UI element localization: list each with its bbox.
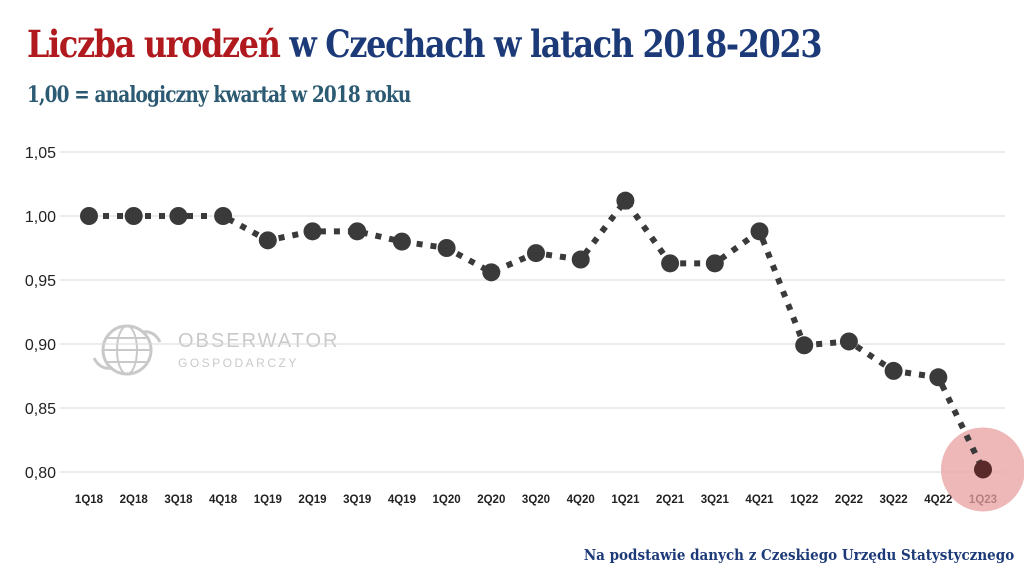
data-point: [705, 254, 724, 273]
data-point: [661, 254, 680, 273]
data-point: [303, 222, 322, 241]
x-tick-label: 1Q21: [611, 494, 640, 506]
x-tick-label: 1Q18: [75, 494, 104, 506]
data-point: [258, 231, 277, 250]
x-tick-label: 1Q22: [790, 494, 818, 506]
data-point: [839, 332, 858, 351]
y-tick-label: 0,95: [25, 273, 56, 290]
source-note: Na podstawie danych z Czeskiego Urzędu S…: [583, 546, 1014, 564]
chart-title: Liczba urodzeń w Czechach w latach 2018-…: [27, 22, 823, 66]
x-tick-label: 3Q18: [164, 494, 193, 506]
data-point: [392, 232, 411, 251]
data-point: [124, 207, 143, 225]
data-point: [929, 368, 948, 387]
data-point: [437, 239, 456, 257]
data-point: [750, 222, 769, 241]
x-tick-label: 4Q19: [388, 494, 416, 506]
globe-icon: [92, 324, 162, 376]
data-point: [884, 361, 903, 380]
chart-subtitle: 1,00 = analogiczny kwartał w 2018 roku: [27, 82, 411, 108]
data-point: [80, 207, 98, 225]
data-point: [527, 244, 545, 263]
data-point: [482, 263, 501, 282]
x-tick-label: 3Q22: [880, 494, 908, 506]
title-red: Liczba urodzeń: [27, 22, 281, 66]
data-point: [795, 336, 814, 355]
x-tick-label: 4Q18: [209, 494, 238, 506]
x-tick-label: 1Q19: [254, 494, 282, 506]
y-tick-label: 0,80: [25, 465, 56, 482]
x-tick-label: 2Q22: [835, 494, 863, 506]
x-tick-label: 3Q21: [701, 494, 730, 506]
watermark-logo: OBSERWATOR GOSPODARCZY: [92, 318, 342, 382]
x-tick-label: 3Q20: [522, 494, 550, 506]
data-point: [214, 207, 233, 225]
x-tick-label: 2Q21: [656, 494, 685, 506]
x-tick-label: 4Q20: [567, 494, 595, 506]
x-tick-label: 4Q21: [745, 494, 774, 506]
x-tick-label: 2Q18: [120, 494, 149, 506]
title-navy: w Czechach w latach 2018-2023: [279, 22, 822, 66]
watermark-line2: GOSPODARCZY: [178, 356, 299, 370]
data-point: [616, 191, 635, 210]
y-tick-label: 1,00: [25, 209, 56, 226]
y-tick-label: 1,05: [25, 145, 56, 162]
data-point: [571, 250, 590, 269]
watermark-line1: OBSERWATOR: [178, 330, 340, 352]
data-point: [974, 460, 992, 479]
data-point: [348, 222, 367, 241]
y-tick-label: 0,85: [25, 401, 56, 418]
x-tick-label: 2Q20: [477, 494, 505, 506]
x-tick-label: 4Q22: [924, 494, 952, 506]
data-point: [169, 207, 188, 225]
x-tick-label: 3Q19: [343, 494, 371, 506]
x-tick-label: 1Q20: [433, 494, 461, 506]
x-tick-label: 2Q19: [298, 494, 326, 506]
y-tick-label: 0,90: [25, 337, 56, 354]
